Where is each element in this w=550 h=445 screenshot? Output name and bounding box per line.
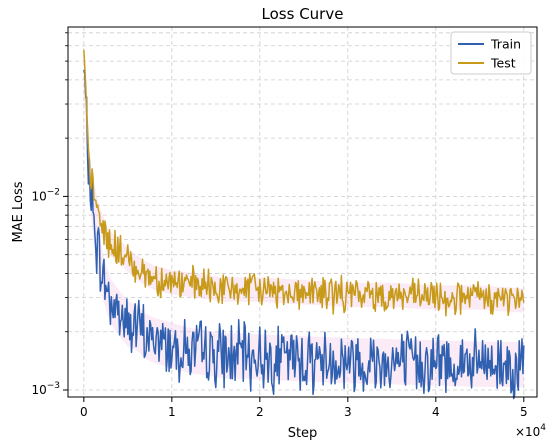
x-axis-multiplier-exponent: 4 [540,423,546,433]
x-axis-multiplier-base: ×10 [515,425,540,439]
x-tick-label: 1 [168,405,176,419]
x-axis-title: Step [288,426,318,441]
x-tick-label: 0 [80,405,88,419]
chart-title: Loss Curve [262,5,344,23]
legend: Train Test [450,31,532,75]
y-tick-label-exponent: −2 [47,187,60,197]
x-axis-multiplier: ×104 [515,423,546,439]
legend-label-test: Test [490,56,516,71]
x-tick-label: 3 [344,405,352,419]
x-tick-label: 5 [520,405,528,419]
series-line-test [83,49,525,317]
y-tick-label: 10−3 [31,381,60,397]
series-lines [83,49,525,400]
y-tick-label-base: 10 [31,383,46,397]
series-line-train [83,69,525,400]
y-tick-label-exponent: −3 [47,381,60,391]
y-axis-title: MAE Loss [11,181,26,242]
x-tick-label: 4 [432,405,440,419]
x-tick-label: 2 [256,405,264,419]
plot-frame [67,26,538,398]
y-tick-label: 10−2 [31,187,60,203]
y-tick-label-base: 10 [31,189,46,203]
axis-ticks: 0 1 2 3 4 510−310−2 [31,32,528,419]
legend-label-train: Train [490,37,521,52]
grid [68,27,537,397]
series-band-test [83,40,524,313]
